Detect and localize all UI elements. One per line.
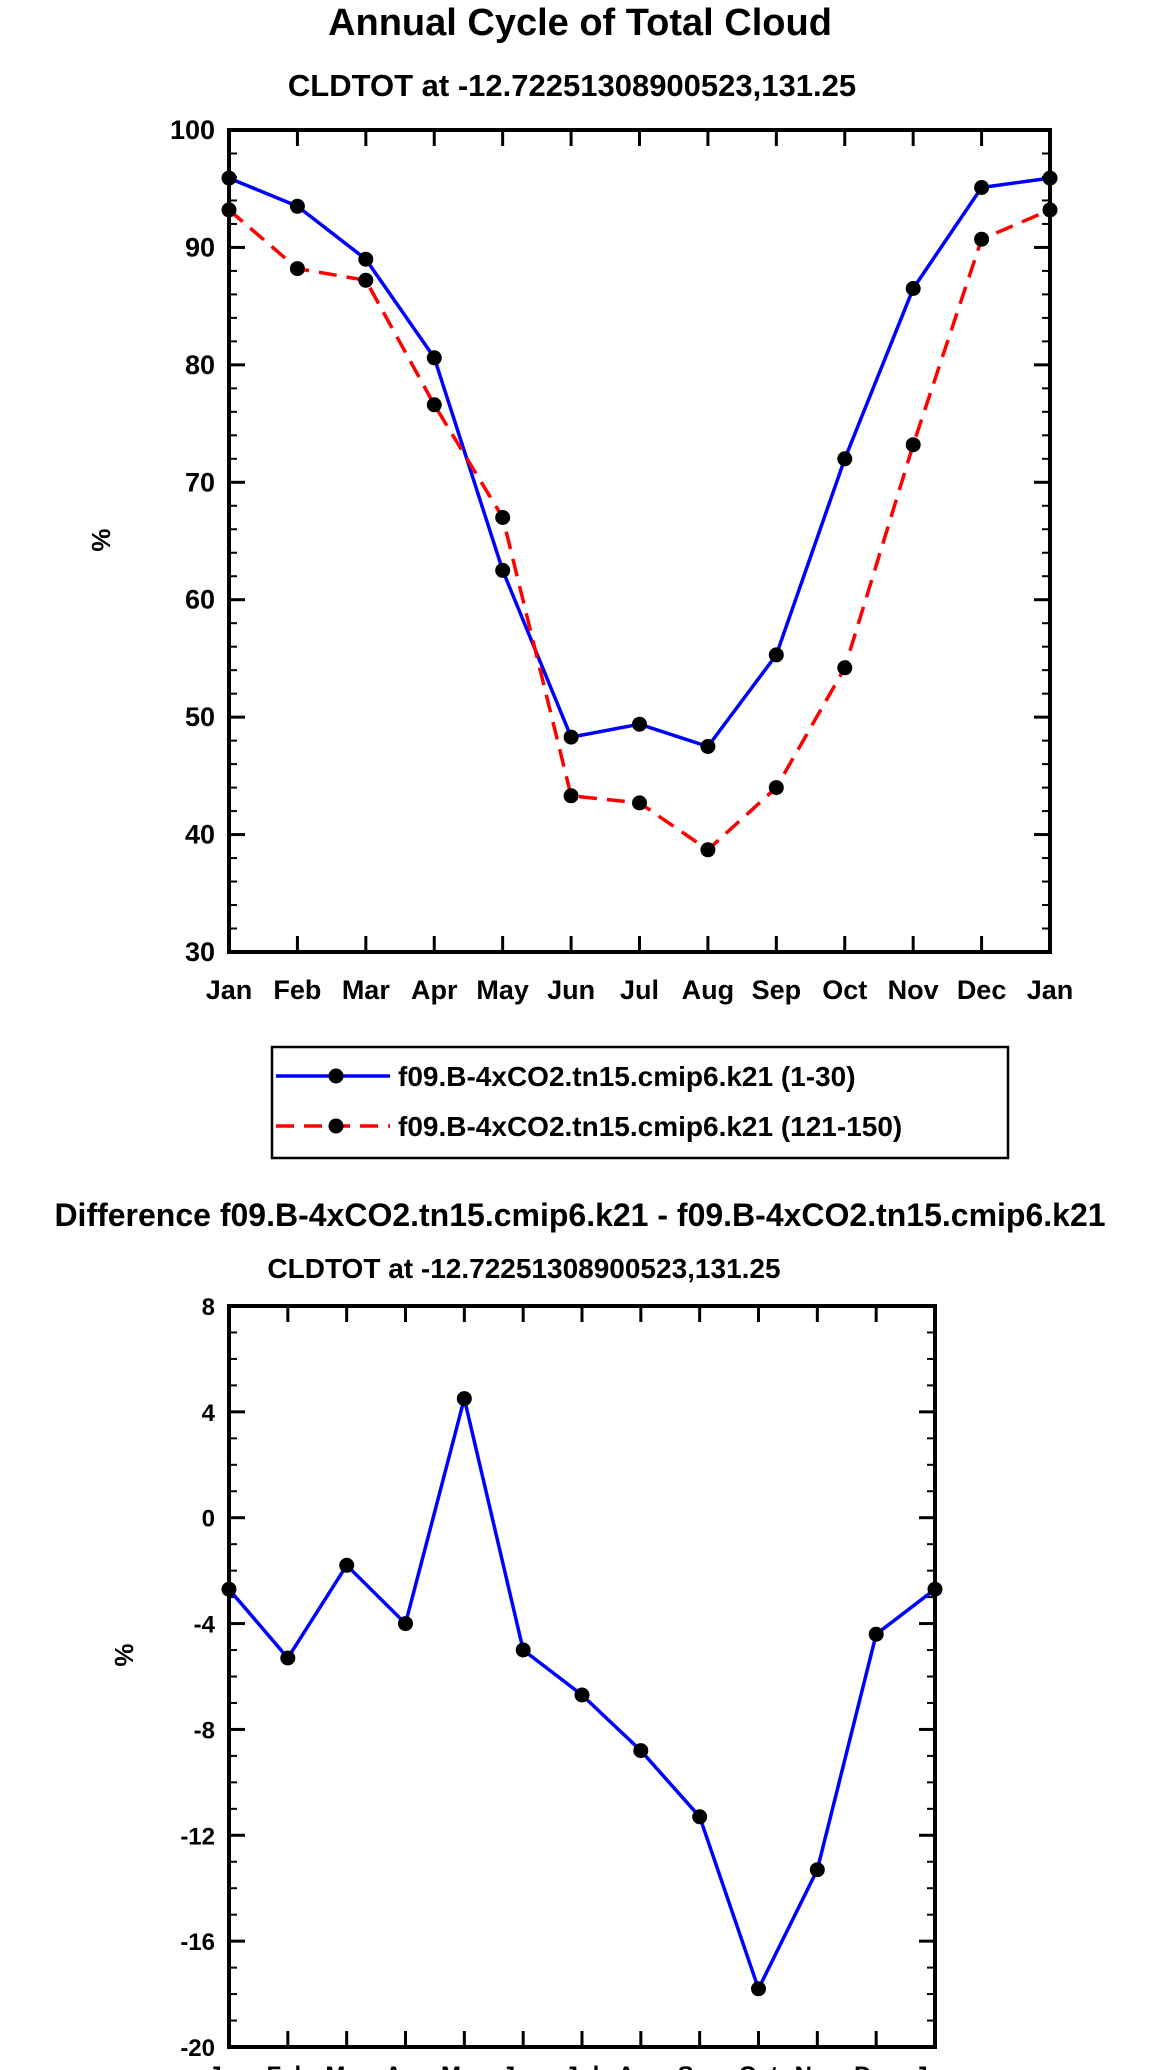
chart2-x-tick-label: Apr [385,2062,426,2070]
chart2-x-tick-label: Nov [795,2062,841,2070]
chart2-series-1-point [751,1981,766,1997]
chart2-y-tick-label: -12 [180,1823,215,1850]
chart1-x-tick-label: Jul [620,975,659,1005]
difference-chart: Difference f09.B-4xCO2.tn15.cmip6.k21 - … [54,1197,1105,2070]
chart1-series-1-point [700,739,716,754]
chart1-title: Annual Cycle of Total Cloud [328,2,832,44]
chart2-series-1-point [456,1391,472,1407]
chart2-x-tick-label: Mar [325,2062,368,2070]
chart2-x-tick-label: Jan [914,2062,955,2070]
chart1-x-tick-label: Oct [822,975,867,1005]
chart2-series-1-point [339,1557,355,1573]
chart1-x-tick-label: Sep [752,975,802,1005]
chart1-y-tick-label: 30 [185,937,215,967]
annual-cycle-chart: Annual Cycle of Total Cloud CLDTOT at -1… [86,2,1073,1005]
chart2-y-tick-label: -16 [180,1929,215,1956]
chart1-x-tick-label: Nov [888,975,939,1005]
chart1-series-2-point [495,510,511,525]
chart1-y-tick-label: 90 [185,232,215,262]
chart1-x-tick-label: Aug [682,975,734,1005]
chart1-y-tick-label: 50 [185,702,215,732]
chart1-series-2-point [768,780,784,796]
chart1-y-axis-label: % [86,528,116,551]
chart2-subtitle: CLDTOT at -12.72251308900523,131.25 [267,1253,780,1284]
chart2-y-tick-label: 0 [202,1506,215,1533]
chart2-series-1-point [692,1809,708,1825]
chart1-y-tick-label: 70 [185,467,215,497]
chart2-series-1-point [398,1616,413,1632]
chart1-series-1-line [228,176,1051,749]
chart2-x-tick-label: Jul [565,2062,600,2070]
chart1-subtitle: CLDTOT at -12.72251308900523,131.25 [288,68,856,103]
chart2-x-tick-label: Oct [738,2062,778,2070]
chart1-series-2-point [837,660,853,676]
chart1-x-tick-label: Mar [342,975,391,1005]
chart2-x-tick-label: Feb [266,2062,309,2070]
chart1-series-1-point [426,350,442,366]
chart1-series-2-point [563,788,579,804]
chart1-series-1-point [495,562,511,578]
chart1-series-2-point [905,437,921,453]
chart1-legend: f09.B-4xCO2.tn15.cmip6.k21 (1-30) f09.B-… [270,1045,1010,1160]
chart1-y-tick-label: 40 [185,820,215,850]
legend-marker-series-2 [328,1118,344,1134]
chart1-series-1-point [632,716,647,732]
chart1-series-1-point [358,251,374,267]
chart1-series-1-point [974,180,990,195]
chart1-series-1-point [905,281,921,296]
chart1-series-2-point [974,231,990,247]
legend-box [270,1045,1010,1160]
chart1-y-tick-label: 60 [185,585,215,615]
chart1-plot-frame [227,128,1052,954]
chart1-series-1-point [768,647,784,663]
chart1-series-2-point [632,795,647,811]
chart1-x-tick-label: Apr [411,975,458,1005]
legend-label-series-1: f09.B-4xCO2.tn15.cmip6.k21 (1-30) [398,1061,856,1092]
chart2-x-tick-label: May [441,2062,488,2070]
chart1-x-tick-label: Jan [1027,975,1074,1005]
chart1-series-2-point [289,261,305,277]
chart2-y-tick-label: -20 [180,2035,215,2062]
chart2-x-tick-label: Jun [502,2062,545,2070]
chart1-x-tick-label: Jun [547,975,595,1005]
chart1-series-2-point [426,397,442,413]
chart2-y-tick-label: -4 [194,1612,216,1639]
chart2-x-tick-label: Jan [208,2062,249,2070]
chart1-x-tick-label: Feb [273,975,321,1005]
chart2-series-1-point [809,1862,825,1878]
chart1-series-1-point [837,451,853,467]
legend-label-series-2: f09.B-4xCO2.tn15.cmip6.k21 (121-150) [398,1111,902,1142]
chart2-x-tick-label: Dec [854,2062,898,2070]
chart1-x-tick-label: Dec [957,975,1007,1005]
chart2-y-tick-label: -8 [194,1717,215,1744]
chart2-series-1-point [633,1743,649,1759]
chart1-series-2-point [700,842,716,858]
chart2-x-tick-label: Aug [618,2062,665,2070]
chart2-title: Difference f09.B-4xCO2.tn15.cmip6.k21 - … [54,1197,1105,1233]
chart2-y-tick-label: 4 [202,1400,216,1427]
chart1-y-tick-label: 80 [185,350,215,380]
chart1-series-1-point [563,729,579,745]
chart2-series-1-point [280,1650,296,1666]
chart1-x-tick-label: May [476,975,529,1005]
chart2-y-axis-label: % [109,1643,139,1666]
chart1-series-2-line [227,208,1051,852]
legend-marker-series-1 [328,1068,344,1084]
chart2-plot-frame [227,1304,937,2049]
chart1-series-2-point [358,272,374,288]
chart1-series-1-point [289,198,305,214]
chart2-series-1-point [515,1642,531,1658]
chart1-x-tick-label: Jan [206,975,253,1005]
chart2-series-1-point [868,1626,884,1642]
chart2-series-1-point [574,1687,590,1703]
chart1-y-tick-label: 100 [170,115,215,145]
chart2-y-tick-label: 8 [202,1294,215,1321]
chart2-x-tick-label: Sep [678,2062,722,2070]
